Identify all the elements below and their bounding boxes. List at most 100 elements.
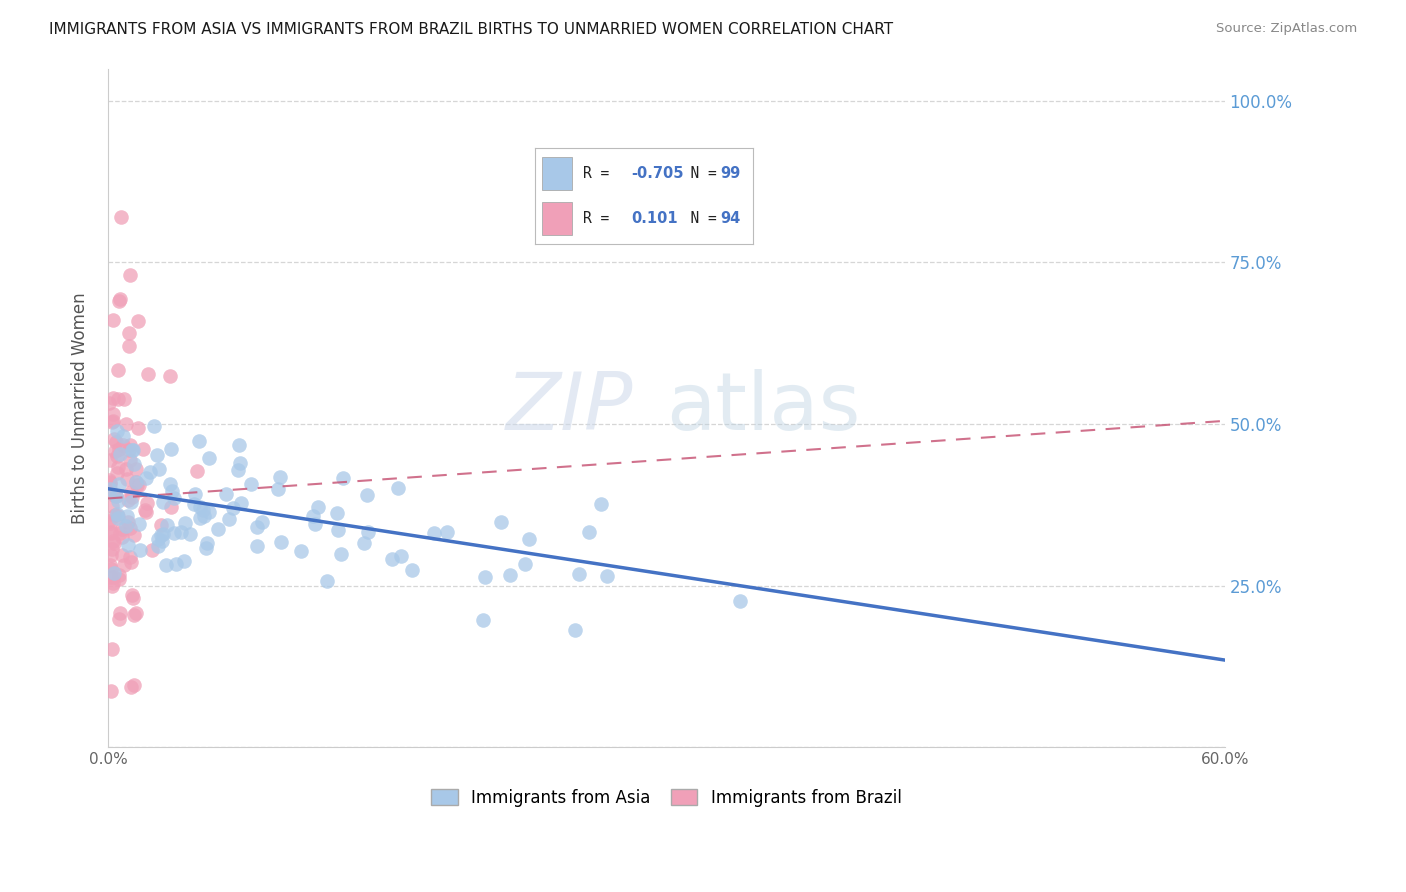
Point <box>246 520 269 534</box>
Point <box>125 475 148 490</box>
Point <box>107 459 129 474</box>
Point <box>188 434 211 448</box>
Point <box>150 534 173 549</box>
Point <box>568 567 591 582</box>
Point <box>104 508 127 523</box>
Point <box>120 521 142 535</box>
Point <box>118 438 141 452</box>
Point <box>101 500 124 514</box>
Point <box>198 505 221 519</box>
Point <box>108 573 131 587</box>
Point <box>499 568 522 582</box>
Point <box>246 539 269 553</box>
Point <box>159 368 181 383</box>
Point <box>120 484 142 499</box>
Point <box>222 500 245 515</box>
Point <box>101 570 124 584</box>
Point <box>101 541 124 556</box>
Point <box>381 551 404 566</box>
Point <box>148 461 170 475</box>
Text: N =: N = <box>672 211 725 226</box>
Point <box>127 313 149 327</box>
Point <box>112 558 135 572</box>
Point <box>114 462 136 476</box>
Point <box>128 478 150 492</box>
Point <box>179 527 201 541</box>
Point <box>128 516 150 531</box>
Text: 0.101: 0.101 <box>631 211 678 226</box>
Point <box>136 495 159 509</box>
Point <box>304 516 326 531</box>
Point <box>173 554 195 568</box>
Point <box>120 494 142 508</box>
Point <box>143 418 166 433</box>
Point <box>269 470 291 484</box>
Point <box>173 516 195 530</box>
Point <box>105 489 128 503</box>
Point <box>120 268 142 283</box>
Point <box>107 442 129 457</box>
Point <box>103 536 125 550</box>
Point <box>156 518 179 533</box>
Point <box>117 493 139 508</box>
Point <box>100 548 122 562</box>
Point <box>138 367 160 381</box>
Point <box>112 429 135 443</box>
Point <box>111 530 134 544</box>
Point <box>117 515 139 529</box>
Point <box>118 452 141 467</box>
Point <box>184 487 207 501</box>
Point <box>100 452 122 467</box>
Point <box>103 407 125 421</box>
Point <box>183 497 205 511</box>
Point <box>328 523 350 537</box>
Text: -0.705: -0.705 <box>631 166 683 181</box>
Point <box>108 612 131 626</box>
Text: IMMIGRANTS FROM ASIA VS IMMIGRANTS FROM BRAZIL BIRTHS TO UNMARRIED WOMEN CORRELA: IMMIGRANTS FROM ASIA VS IMMIGRANTS FROM … <box>49 22 893 37</box>
Point <box>121 490 143 504</box>
Text: 99: 99 <box>721 166 741 181</box>
Point <box>127 477 149 491</box>
Point <box>436 525 458 540</box>
Point <box>150 527 173 541</box>
Point <box>107 511 129 525</box>
Point <box>122 678 145 692</box>
Text: R =: R = <box>583 166 619 181</box>
Point <box>125 606 148 620</box>
Point <box>107 494 129 508</box>
Point <box>170 525 193 540</box>
Point <box>103 533 125 548</box>
Point <box>122 591 145 606</box>
Text: R =: R = <box>583 211 627 226</box>
Point <box>98 558 121 572</box>
Point <box>103 432 125 446</box>
Point <box>730 594 752 608</box>
Point <box>108 567 131 582</box>
Point <box>301 508 323 523</box>
Point <box>120 680 142 694</box>
Point <box>121 443 143 458</box>
Point <box>122 443 145 458</box>
Point <box>165 557 187 571</box>
Point <box>112 392 135 407</box>
Point <box>401 563 423 577</box>
Point <box>100 578 122 592</box>
Point <box>472 613 495 627</box>
Point <box>122 608 145 623</box>
Point <box>191 503 214 517</box>
Point <box>148 540 170 554</box>
Point <box>103 566 125 580</box>
Point <box>111 548 134 562</box>
Point <box>124 462 146 476</box>
Point <box>100 526 122 541</box>
Point <box>107 363 129 377</box>
Point <box>117 538 139 552</box>
Text: atlas: atlas <box>666 369 860 447</box>
Point <box>389 549 412 563</box>
Point <box>387 481 409 495</box>
Point <box>326 506 349 520</box>
Point <box>159 477 181 491</box>
Point <box>188 500 211 515</box>
Point <box>101 414 124 428</box>
Point <box>491 516 513 530</box>
